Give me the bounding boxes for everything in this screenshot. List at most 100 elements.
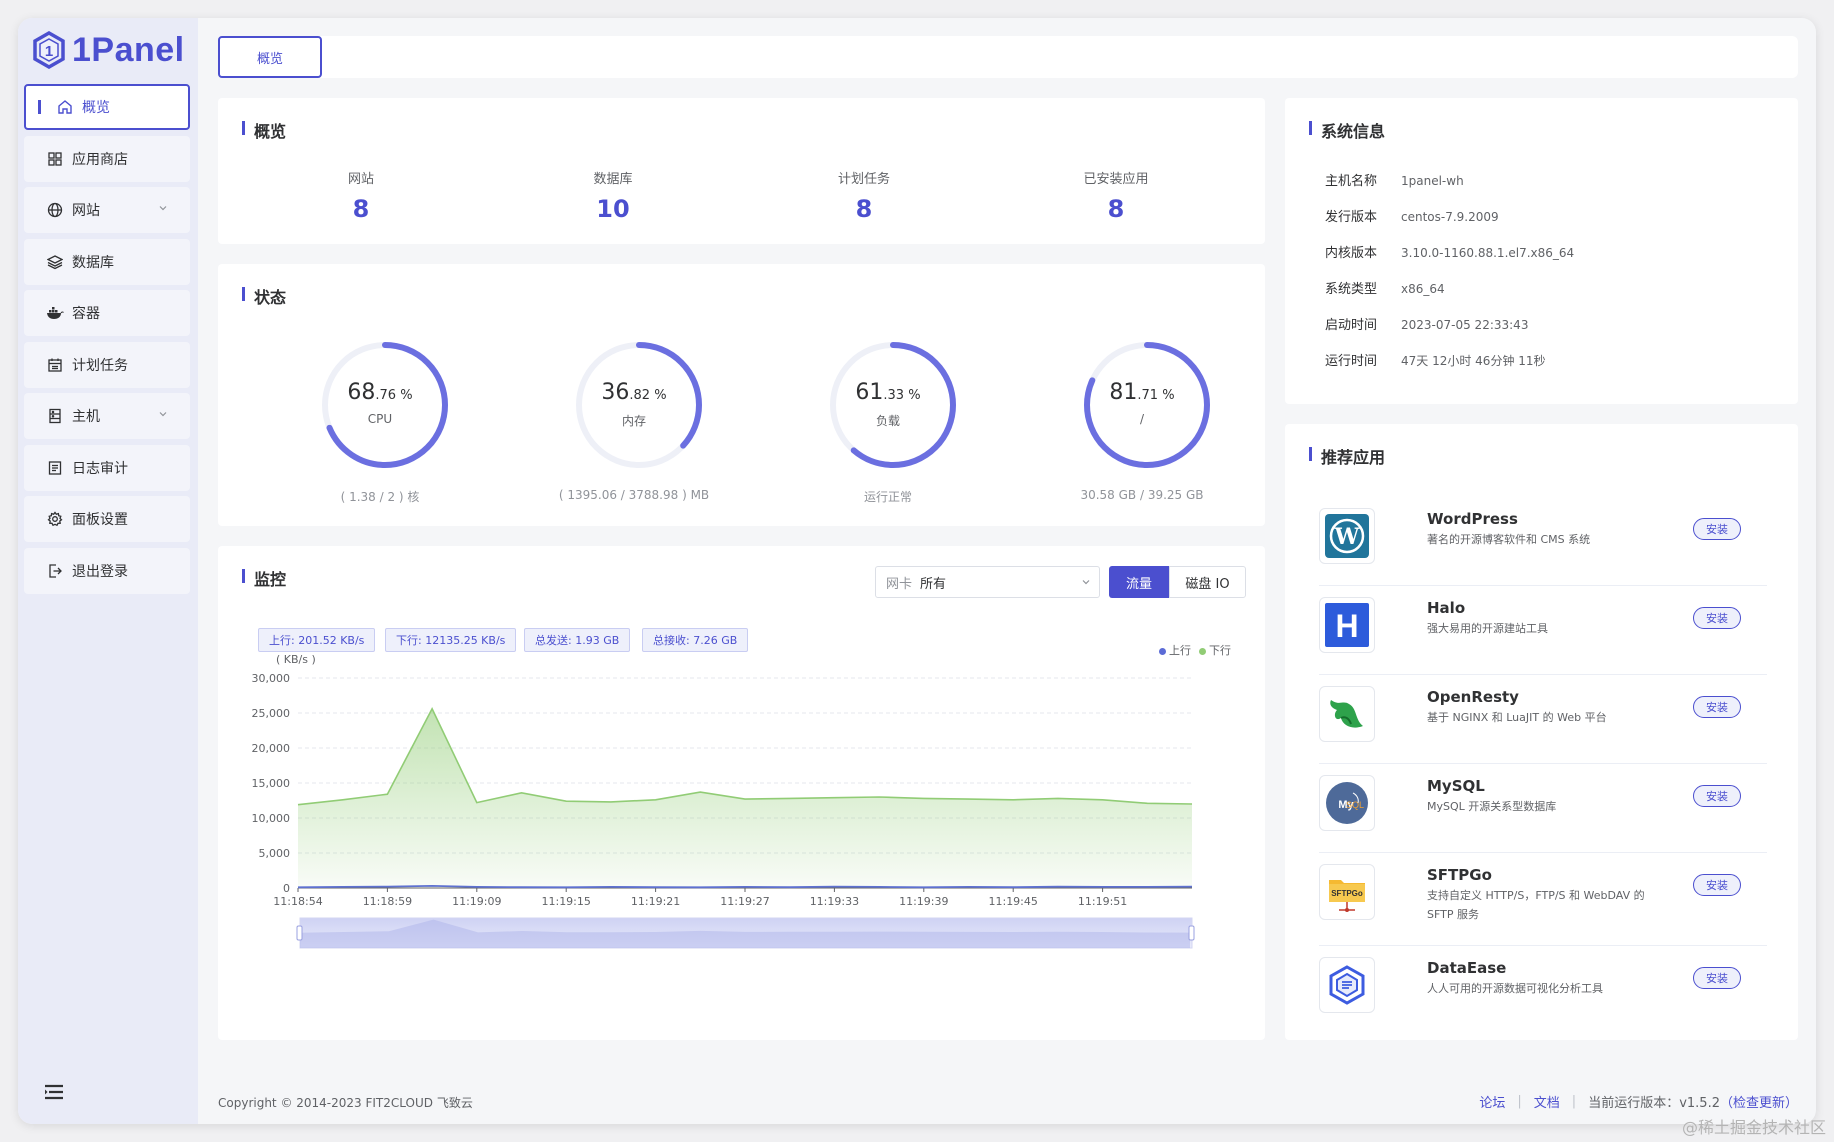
copyright: Copyright © 2014-2023 FIT2CLOUD 飞致云 (218, 1096, 473, 1110)
tab-overview[interactable]: 概览 (218, 36, 322, 78)
traffic-button[interactable]: 流量 (1109, 566, 1169, 598)
stat-tag-upload: 上行: 201.52 KB/s (258, 628, 376, 652)
check-update-link[interactable]: （检查更新） (1719, 1096, 1798, 1111)
overview-item-installed-apps[interactable]: 已安装应用 8 (1016, 168, 1216, 223)
series-line-upload (297, 884, 1193, 889)
sidebar: 1 1Panel 概览 应用商店 网站 (18, 18, 198, 1124)
x-tick-label: 11:19:51 (1078, 895, 1127, 908)
sidebar-item-log[interactable]: 日志审计 (24, 444, 190, 491)
info-row-uptime: 运行时间 47天 12小时 46分钟 11秒 (1325, 354, 1546, 369)
app-desc: 著名的开源博客软件和 CMS 系统 (1427, 533, 1591, 546)
overview-label: 已安装应用 (1083, 172, 1149, 187)
sidebar-item-database[interactable]: 数据库 (24, 238, 190, 285)
x-tick-label: 11:19:33 (810, 895, 859, 908)
stat-tag-download: 下行: 12135.25 KB/s (385, 628, 517, 652)
gauge-detail: 30.58 GB / 39.25 GB (1080, 488, 1204, 502)
overview-item-database[interactable]: 数据库 10 (513, 168, 713, 223)
app-desc: 基于 NGINX 和 LuaJIT 的 Web 平台 (1427, 711, 1607, 724)
logo[interactable]: 1 1Panel (32, 26, 185, 74)
docker-icon (46, 304, 64, 322)
y-tick-label: 15,000 (252, 777, 291, 790)
sidebar-item-cronjob[interactable]: 计划任务 (24, 341, 190, 388)
install-button[interactable]: 安装 (1693, 696, 1741, 718)
gauge-value: 36.82 % (601, 380, 667, 405)
x-tick-label: 11:19:39 (899, 895, 948, 908)
sidebar-item-website[interactable]: 网站 (24, 187, 190, 233)
sidebar-item-label: 日志审计 (72, 460, 128, 477)
logo-icon: 1 (33, 31, 65, 69)
zoom-slider (299, 917, 1193, 949)
install-button[interactable]: 安装 (1693, 874, 1741, 896)
svg-text:My: My (1338, 799, 1354, 811)
divider: | (1517, 1094, 1522, 1109)
svg-text:1: 1 (45, 43, 53, 60)
series-area-download (298, 708, 1192, 888)
legend-download[interactable]: 下行 (1199, 642, 1231, 658)
gauge-ring (1084, 342, 1210, 468)
sidebar-item-appstore[interactable]: 应用商店 (24, 135, 190, 182)
gauge-name: CPU (367, 412, 393, 426)
gauge-ring (576, 342, 702, 468)
x-tick-label: 11:19:27 (720, 895, 769, 908)
info-row-kernel: 内核版本 3.10.0-1160.88.1.el7.x86_64 (1325, 246, 1575, 261)
app-window: 1 1Panel 概览 应用商店 网站 (18, 18, 1816, 1124)
sidebar-item-settings[interactable]: 面板设置 (24, 496, 190, 542)
app-desc: 强大易用的开源建站工具 (1427, 622, 1548, 635)
overview-item-cronjob[interactable]: 计划任务 8 (764, 168, 964, 223)
sidebar-item-label: 面板设置 (72, 512, 128, 528)
zoom-handle-right (1188, 925, 1195, 941)
forum-link[interactable]: 论坛 (1479, 1096, 1506, 1111)
y-tick-label: 0 (283, 882, 290, 895)
app-desc: 支持自定义 HTTP/S，FTP/S 和 WebDAV 的 SFTP 服务 (1427, 889, 1645, 921)
zoom-handle-left (296, 925, 303, 941)
svg-text:H: H (1335, 608, 1358, 644)
openresty-icon (1319, 686, 1375, 742)
y-axis-label: ( KB/s ) (276, 653, 316, 666)
sidebar-item-label: 应用商店 (72, 151, 128, 168)
gauge-detail: ( 1.38 / 2 ) 核 (340, 490, 420, 504)
install-button[interactable]: 安装 (1693, 607, 1741, 629)
install-button[interactable]: 安装 (1693, 518, 1741, 540)
gauge-name: 内存 (621, 414, 646, 428)
stat-tag-total-received: 总接收: 7.26 GB (642, 628, 749, 652)
y-tick-label: 5,000 (259, 847, 291, 860)
sidebar-item-label: 数据库 (72, 254, 114, 271)
app-name: DataEase (1427, 959, 1507, 977)
disk-io-button[interactable]: 磁盘 IO (1169, 566, 1246, 598)
layers-icon (46, 253, 64, 271)
y-tick-label: 10,000 (252, 812, 291, 825)
overview-value: 8 (352, 195, 370, 223)
install-button[interactable]: 安装 (1693, 785, 1741, 807)
chevron-down-icon (1082, 580, 1090, 585)
app-desc: 人人可用的开源数据可视化分析工具 (1427, 982, 1603, 995)
sidebar-item-container[interactable]: 容器 (24, 290, 190, 336)
collapse-menu-icon[interactable] (44, 1084, 64, 1104)
sidebar-item-label: 概览 (82, 100, 110, 116)
install-button[interactable]: 安装 (1693, 967, 1741, 989)
legend-upload[interactable]: 上行 (1159, 642, 1191, 658)
nic-select[interactable]: 网卡 所有 (875, 566, 1100, 598)
grid-icon (46, 150, 64, 168)
gauge-ring (830, 342, 956, 468)
info-row-boot-time: 启动时间 2023-07-05 22:33:43 (1325, 318, 1529, 333)
dataease-icon (1319, 957, 1375, 1013)
overview-label: 数据库 (593, 172, 633, 187)
docs-link[interactable]: 文档 (1533, 1096, 1560, 1111)
gauge-name: 负载 (875, 414, 900, 428)
sidebar-item-overview[interactable]: 概览 (24, 84, 190, 130)
y-tick-label: 25,000 (252, 707, 291, 720)
sidebar-item-host[interactable]: 主机 (24, 393, 190, 439)
chevron-down-icon[interactable] (158, 409, 168, 419)
chevron-down-icon[interactable] (158, 203, 168, 213)
tab-bar: 概览 (218, 36, 1798, 78)
app-row-dataease: DataEase 人人可用的开源数据可视化分析工具 安装 (1319, 947, 1767, 1035)
app-row-mysql: My SQL MySQL MySQL 开源关系型数据库 安装 (1319, 765, 1767, 853)
gauge-value: 68.76 % (347, 380, 413, 405)
gauge-name: / (1139, 412, 1145, 426)
overview-item-website[interactable]: 网站 8 (261, 168, 461, 223)
log-icon (46, 459, 64, 477)
globe-icon (46, 201, 64, 219)
server-icon (46, 407, 64, 425)
watermark: @稀土掘金技术社区 (1681, 1118, 1826, 1137)
sidebar-item-logout[interactable]: 退出登录 (24, 547, 190, 594)
